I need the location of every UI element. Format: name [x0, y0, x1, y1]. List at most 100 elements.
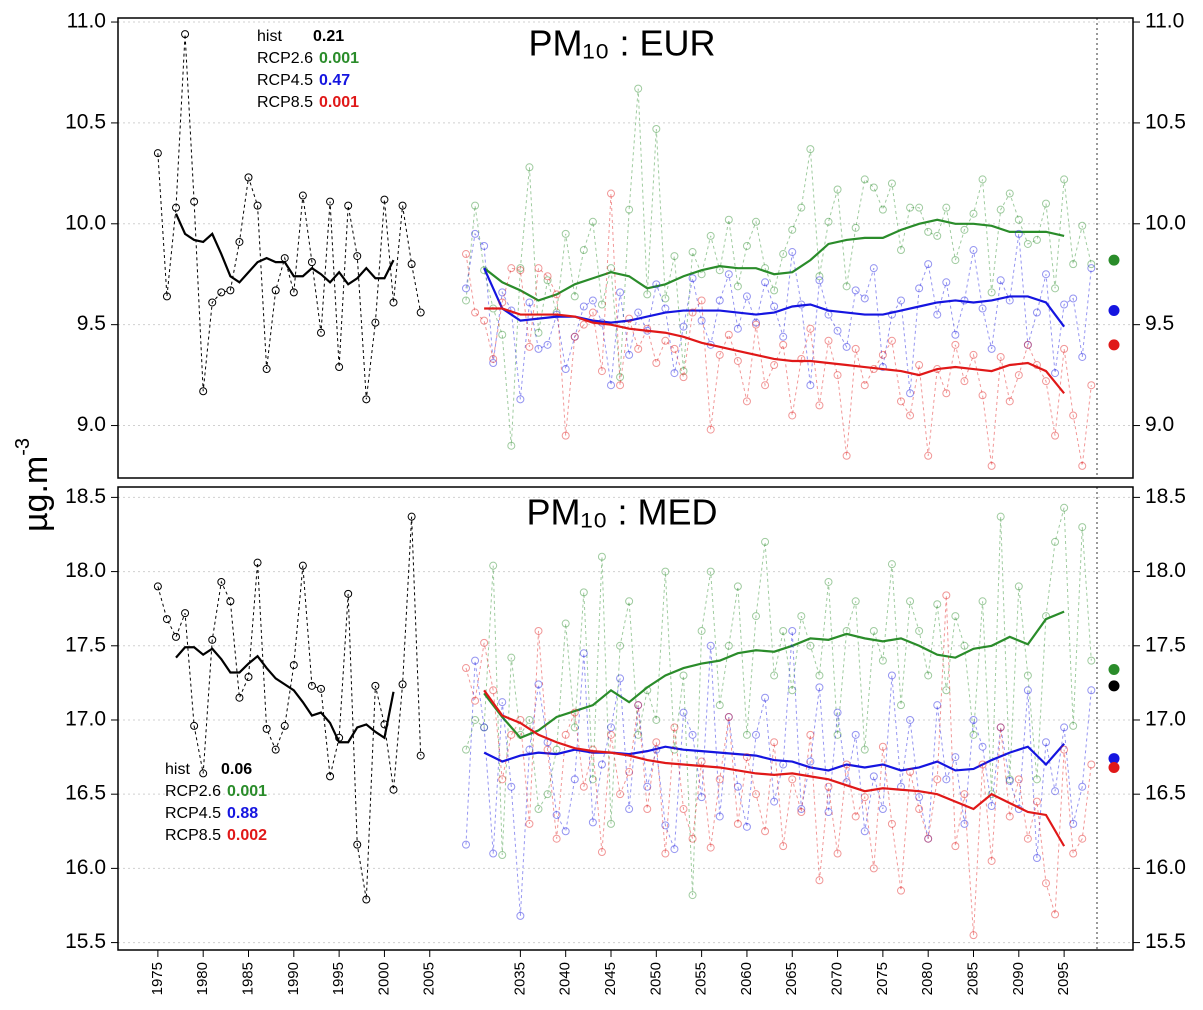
- data-point: [462, 250, 470, 259]
- data-point: [978, 175, 987, 184]
- data-point: [616, 674, 625, 683]
- data-point: [1042, 270, 1050, 279]
- data-point: [833, 849, 842, 858]
- data-point: [724, 713, 733, 722]
- y-tick-label-right: 15.5: [1145, 930, 1186, 953]
- data-point: [724, 215, 733, 224]
- data-point: [462, 296, 470, 305]
- data-point: [724, 641, 733, 650]
- data-point: [1087, 260, 1096, 269]
- data-point: [779, 250, 788, 259]
- data-point: [1069, 260, 1078, 269]
- data-point: [353, 252, 362, 261]
- data-point: [987, 288, 996, 297]
- data-point: [1087, 686, 1096, 695]
- data-point: [489, 354, 498, 363]
- data-point: [842, 342, 851, 351]
- data-point: [498, 698, 507, 707]
- smoothed-line: [484, 307, 1065, 394]
- data-point: [770, 797, 779, 806]
- data-point: [1069, 721, 1078, 730]
- data-point: [806, 757, 815, 766]
- data-point: [742, 753, 751, 762]
- y-tick-label: 16.0: [65, 856, 106, 879]
- data-point: [969, 209, 978, 218]
- data-point: [1023, 340, 1032, 349]
- data-point: [706, 425, 715, 434]
- chart-title: PM₁₀ : EUR: [528, 23, 715, 64]
- data-point: [1005, 812, 1014, 821]
- data-point: [842, 282, 851, 291]
- smoothed-line: [175, 646, 395, 744]
- data-point: [761, 693, 770, 702]
- x-tick-label: 1980: [194, 962, 211, 995]
- data-point: [688, 730, 697, 739]
- y-tick-label: 18.0: [65, 559, 106, 582]
- data-point: [534, 328, 543, 337]
- plot-frame: [117, 486, 1134, 951]
- data-point: [887, 560, 896, 569]
- data-point: [416, 751, 425, 760]
- data-point: [906, 715, 915, 724]
- data-point: [280, 721, 289, 730]
- data-point: [978, 304, 987, 313]
- data-point: [797, 807, 806, 816]
- data-point: [824, 577, 833, 586]
- data-point: [298, 191, 307, 200]
- data-point: [788, 248, 797, 257]
- data-point: [824, 782, 833, 791]
- data-point: [616, 373, 625, 382]
- data-point: [634, 701, 643, 710]
- data-point: [924, 451, 933, 460]
- data-point: [480, 241, 489, 250]
- data-point: [788, 225, 797, 234]
- x-tick-label: 2075: [874, 962, 891, 995]
- y-tick-label: 10.0: [65, 211, 106, 234]
- data-point: [1051, 431, 1060, 440]
- data-point: [887, 819, 896, 828]
- series-dashed-line: [465, 88, 1092, 446]
- data-point: [480, 723, 489, 732]
- data-point: [715, 775, 724, 784]
- data-point: [607, 730, 615, 739]
- data-point: [960, 641, 969, 650]
- data-point: [597, 760, 606, 769]
- data-point: [788, 411, 797, 420]
- data-point: [878, 805, 887, 814]
- data-point: [1014, 775, 1023, 784]
- data-point: [543, 745, 552, 754]
- data-point: [851, 223, 860, 232]
- data-point: [625, 314, 634, 323]
- data-point: [688, 891, 697, 900]
- y-label-exponent: -3: [12, 438, 34, 456]
- data-point: [670, 344, 679, 353]
- chart-title: PM₁₀ : MED: [526, 492, 717, 533]
- data-point: [697, 626, 706, 635]
- data-point: [715, 701, 724, 710]
- data-point: [887, 671, 896, 680]
- data-point: [507, 782, 516, 791]
- data-point: [869, 183, 878, 192]
- data-point: [761, 827, 770, 836]
- data-point: [951, 256, 960, 265]
- y-tick-label-right: 11.0: [1145, 10, 1184, 33]
- data-point: [643, 805, 652, 814]
- data-point: [978, 391, 987, 400]
- data-point: [462, 840, 470, 849]
- legend-p-value: 0.002: [227, 827, 267, 844]
- data-point: [1032, 853, 1041, 862]
- data-point: [833, 708, 842, 717]
- data-point: [860, 294, 869, 303]
- data-point: [607, 723, 615, 732]
- data-point: [679, 367, 688, 376]
- mean-dot: [1108, 339, 1120, 351]
- x-tick-label: 2095: [1055, 962, 1072, 995]
- data-point: [643, 324, 652, 333]
- data-point: [770, 302, 779, 311]
- series-dashed-line: [157, 34, 422, 400]
- data-point: [1078, 461, 1087, 470]
- data-point: [761, 278, 770, 287]
- data-point: [788, 686, 797, 695]
- data-point: [1060, 503, 1069, 512]
- y-axis-label: µg.m-3: [12, 438, 55, 532]
